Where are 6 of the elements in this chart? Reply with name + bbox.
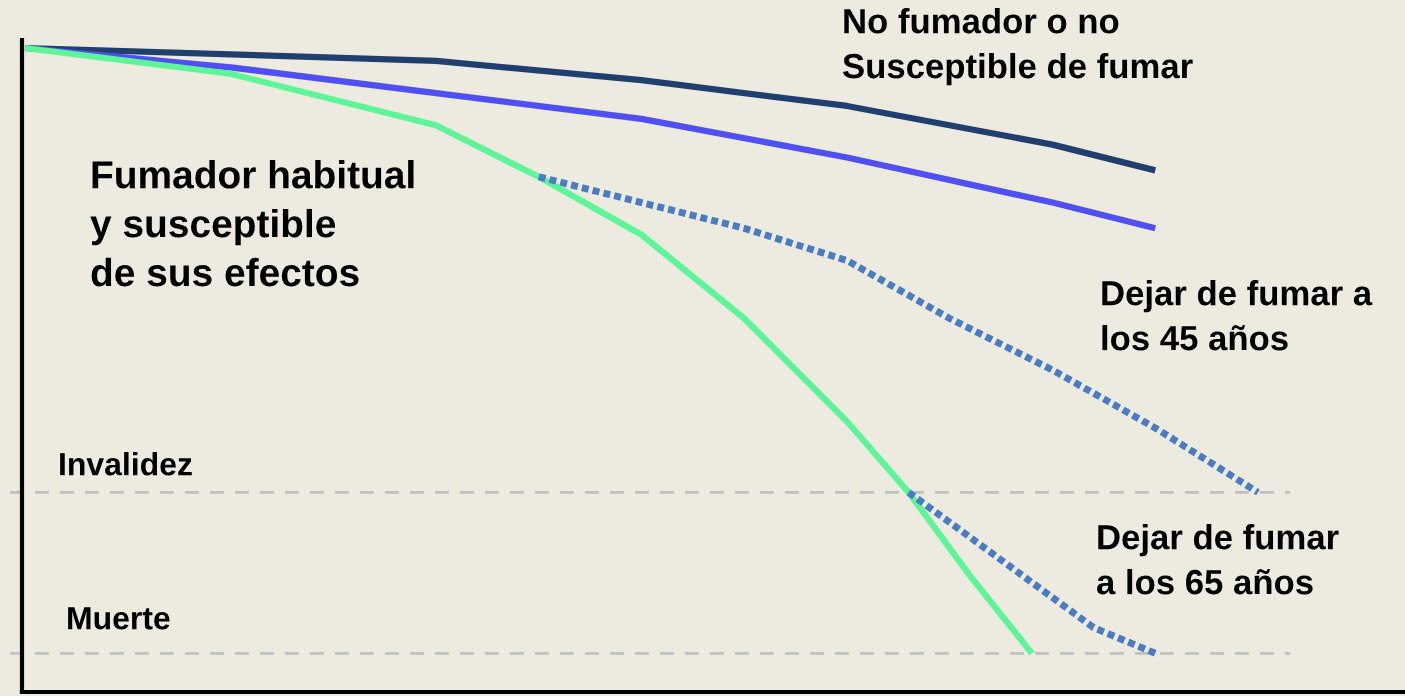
series-label: Dejar de fumar a los 65 años xyxy=(1097,524,1339,595)
series-label: Fumador habitual y susceptible de sus efectos xyxy=(90,160,414,287)
ref-line-label: Invalidez xyxy=(60,452,192,476)
series-label: Dejar de fumar a los 45 años xyxy=(1102,280,1373,351)
series-label: No fumador o no Susceptible de fumar xyxy=(843,8,1193,86)
ref-line-label: Muerte xyxy=(68,607,170,630)
